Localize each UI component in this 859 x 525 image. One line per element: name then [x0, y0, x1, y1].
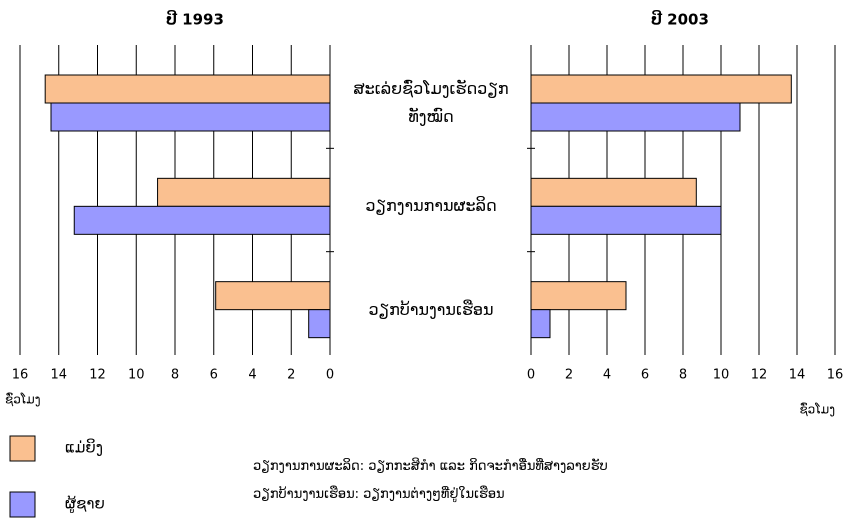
x-tick-label: 12 [751, 368, 768, 383]
x-tick-label: 14 [789, 368, 806, 383]
bar [530, 102, 741, 132]
bar [157, 177, 331, 207]
bar [530, 74, 792, 104]
x-tick-label: 0 [527, 368, 535, 383]
chart-title: ປີ 1993 [166, 9, 224, 29]
x-tick-label: 8 [679, 368, 687, 383]
bar [44, 74, 331, 104]
x-axis-label: ຊົ່ວໂມງ [5, 392, 41, 406]
annotation: ວຽກງານການຜະລິດ: ວຽກກະສິກຳ ແລະ ກິດຈະກຳອື່… [253, 459, 608, 474]
category-label: ສະເລ່ຍຊົ່ວໂມງເຮັດວຽກທັງໝົດ [353, 79, 509, 126]
x-tick-label: 16 [12, 368, 29, 383]
bar [530, 309, 551, 339]
x-tick-label: 2 [565, 368, 573, 383]
bar [530, 205, 722, 235]
bar [73, 205, 331, 235]
x-tick-label: 14 [50, 368, 67, 383]
bar [530, 177, 697, 207]
x-tick-label: 6 [641, 368, 649, 383]
bar [308, 309, 331, 339]
x-tick-label: 10 [128, 368, 145, 383]
chart-title: ປີ 2003 [651, 9, 709, 29]
legend-swatch [9, 491, 36, 518]
bar [50, 102, 331, 132]
category-label: ວຽກງານການຜະລິດ [365, 196, 497, 216]
x-axis-label: ຊົ່ວໂມງ [799, 402, 835, 416]
bar [215, 281, 331, 311]
legend-label: ແມ່ຍິງ [65, 437, 103, 456]
legend-swatch [9, 435, 36, 462]
x-tick-label: 2 [287, 368, 295, 383]
bar [530, 281, 627, 311]
x-tick-label: 0 [326, 368, 334, 383]
x-tick-label: 10 [713, 368, 730, 383]
category-label: ວຽກບ້ານງານເຮືອນ [368, 299, 494, 319]
legend-label: ຜູ້ຊາຍ [65, 494, 105, 514]
x-tick-label: 16 [827, 368, 844, 383]
x-tick-label: 6 [210, 368, 218, 383]
x-tick-label: 8 [171, 368, 179, 383]
x-tick-label: 4 [248, 368, 256, 383]
x-tick-label: 4 [603, 368, 611, 383]
annotation: ວຽກບ້ານງານເຮືອນ: ວຽກງານຕ່າງໆທີ່ຢູ່ໃນເຮືອ… [253, 487, 505, 502]
x-tick-label: 12 [89, 368, 106, 383]
